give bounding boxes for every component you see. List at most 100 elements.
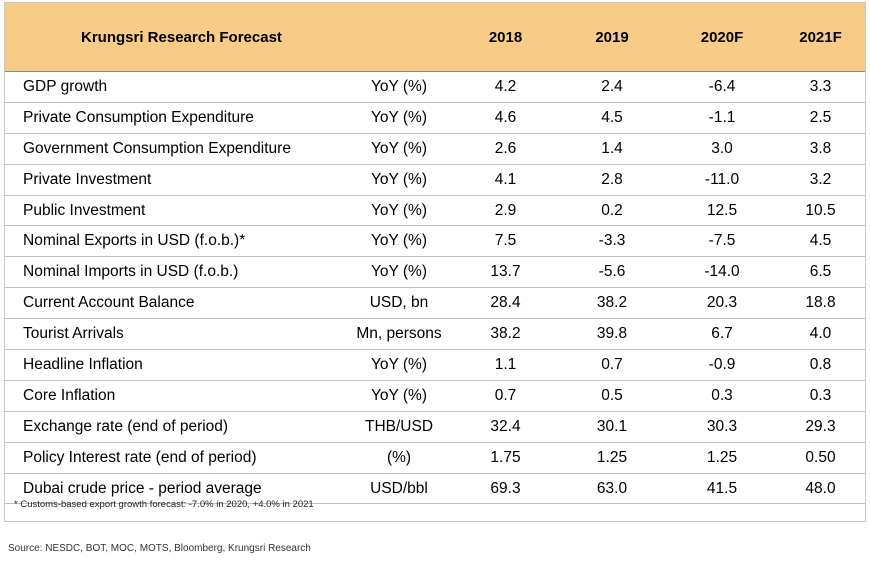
row-unit: (%) (343, 442, 456, 474)
row-value: 6.5 (776, 256, 866, 289)
row-value: 0.7 (556, 349, 669, 381)
row-value: 20.3 (668, 287, 777, 320)
row-unit: YoY (%) (343, 349, 456, 381)
row-value: -7.5 (668, 225, 777, 258)
row-value: 6.7 (668, 318, 777, 351)
row-value: -14.0 (668, 256, 777, 289)
row-value: 1.25 (668, 442, 777, 474)
row-value: 12.5 (668, 195, 777, 227)
row-value: -3.3 (556, 225, 669, 258)
table-row: Policy Interest rate (end of period) (%) 1… (5, 442, 866, 474)
row-value: 28.4 (455, 287, 557, 320)
row-value: 3.3 (776, 71, 866, 103)
row-value: 4.5 (776, 225, 866, 258)
col-header-2021f: 2021F (776, 3, 866, 72)
col-header-2020f: 2020F (668, 3, 777, 72)
row-value: 38.2 (556, 287, 669, 320)
col-header-2019: 2019 (556, 3, 669, 72)
row-value: 7.5 (455, 225, 557, 258)
row-value: 48.0 (776, 473, 866, 505)
row-value: 0.3 (776, 380, 866, 412)
row-value: 4.5 (556, 102, 669, 134)
row-label: Private Investment (5, 164, 343, 196)
row-value: -0.9 (668, 349, 777, 381)
row-value: 2.8 (556, 164, 669, 196)
row-unit: YoY (%) (343, 195, 456, 227)
row-unit: THB/USD (343, 411, 456, 443)
row-label: Exchange rate (end of period) (5, 411, 343, 443)
row-value: 63.0 (556, 473, 669, 505)
row-value: 0.8 (776, 349, 866, 381)
row-label: Tourist Arrivals (5, 318, 343, 351)
row-value: -1.1 (668, 102, 777, 134)
row-value: 18.8 (776, 287, 866, 320)
row-unit: USD, bn (343, 287, 456, 320)
row-value: 4.1 (455, 164, 557, 196)
row-label: Nominal Exports in USD (f.o.b.)* (5, 225, 343, 258)
row-unit: YoY (%) (343, 225, 456, 258)
table-row: Private Investment YoY (%) 4.1 2.8 -11.0 3.2 (5, 164, 866, 196)
row-value: 38.2 (455, 318, 557, 351)
row-label: Nominal Imports in USD (f.o.b.) (5, 256, 343, 289)
row-value: 3.8 (776, 133, 866, 165)
row-unit: YoY (%) (343, 71, 456, 103)
row-value: 1.75 (455, 442, 557, 474)
row-value: 2.6 (455, 133, 557, 165)
row-value: 0.7 (455, 380, 557, 412)
table-row: Current Account Balance USD, bn 28.4 38.2 20… (5, 287, 866, 320)
row-label: Government Consumption Expenditure (5, 133, 343, 165)
table-title: Krungsri Research Forecast (5, 3, 456, 72)
row-value: 39.8 (556, 318, 669, 351)
table-body: GDP growth YoY (%) 4.2 2.4 -6.4 3.3 Private Co… (5, 71, 866, 505)
row-value: 2.9 (455, 195, 557, 227)
row-value: -5.6 (556, 256, 669, 289)
row-value: 69.3 (455, 473, 557, 505)
row-label: Dubai crude price - period average (5, 473, 343, 505)
row-value: 3.2 (776, 164, 866, 196)
row-unit: USD/bbl (343, 473, 456, 505)
row-value: 4.6 (455, 102, 557, 134)
source-note: Source: NESDC, BOT, MOC, MOTS, Bloomberg… (8, 543, 311, 554)
row-unit: YoY (%) (343, 164, 456, 196)
row-value: 4.2 (455, 71, 557, 103)
footnote: * Customs-based export growth forecast: … (14, 499, 314, 510)
table-row: Government Consumption Expenditure YoY (%… (5, 133, 866, 165)
table-row: Exchange rate (end of period) THB/USD 32.4… (5, 411, 866, 443)
table-row: Nominal Imports in USD (f.o.b.) YoY (%) 13… (5, 256, 866, 289)
table-row: GDP growth YoY (%) 4.2 2.4 -6.4 3.3 (5, 71, 866, 103)
table-row: Private Consumption Expenditure YoY (%) 4.… (5, 102, 866, 134)
row-value: 32.4 (455, 411, 557, 443)
row-value: 4.0 (776, 318, 866, 351)
row-unit: YoY (%) (343, 256, 456, 289)
table-row: Headline Inflation YoY (%) 1.1 0.7 -0.9 0.8 (5, 349, 866, 381)
row-unit: YoY (%) (343, 102, 456, 134)
table-row: Public Investment YoY (%) 2.9 0.2 12.5 10.5 (5, 195, 866, 227)
col-header-2018: 2018 (455, 3, 557, 72)
row-value: 13.7 (455, 256, 557, 289)
row-label: Public Investment (5, 195, 343, 227)
row-value: 30.3 (668, 411, 777, 443)
row-value: 1.25 (556, 442, 669, 474)
row-label: Current Account Balance (5, 287, 343, 320)
row-value: 29.3 (776, 411, 866, 443)
forecast-table: Krungsri Research Forecast 2018 2019 202… (5, 3, 866, 505)
table-row: Tourist Arrivals Mn, persons 38.2 39.8 6.7 4.… (5, 318, 866, 351)
row-value: 30.1 (556, 411, 669, 443)
row-value: 1.4 (556, 133, 669, 165)
row-value: 2.5 (776, 102, 866, 134)
row-value: 0.3 (668, 380, 777, 412)
row-label: Policy Interest rate (end of period) (5, 442, 343, 474)
row-label: Core Inflation (5, 380, 343, 412)
row-unit: Mn, persons (343, 318, 456, 351)
row-label: GDP growth (5, 71, 343, 103)
row-value: 0.5 (556, 380, 669, 412)
row-value: 41.5 (668, 473, 777, 505)
row-value: 10.5 (776, 195, 866, 227)
row-value: 0.2 (556, 195, 669, 227)
row-value: 1.1 (455, 349, 557, 381)
row-label: Headline Inflation (5, 349, 343, 381)
row-value: 3.0 (668, 133, 777, 165)
table-row: Dubai crude price - period average USD/bb… (5, 473, 866, 505)
row-value: 0.50 (776, 442, 866, 474)
row-unit: YoY (%) (343, 133, 456, 165)
